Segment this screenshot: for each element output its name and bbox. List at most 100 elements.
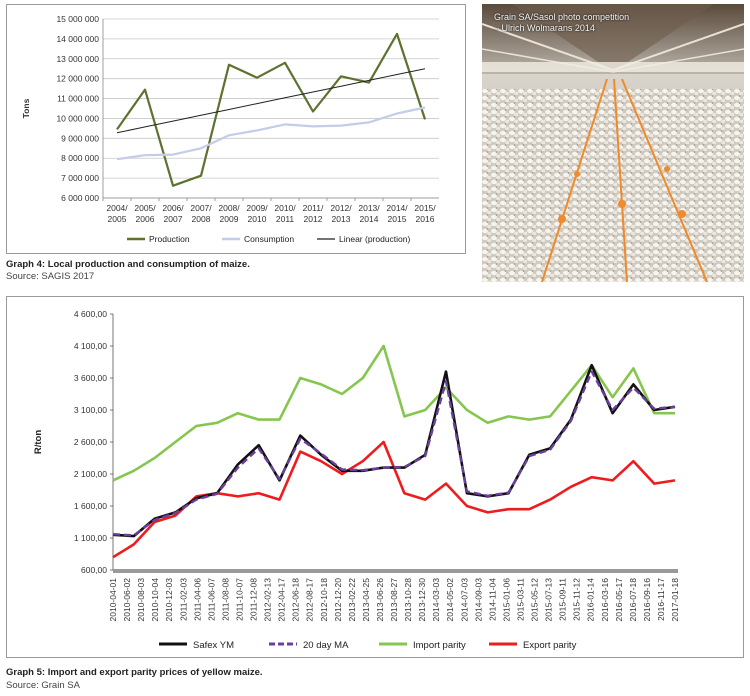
- graph5-x-tick-label: 2011-02-03: [178, 578, 188, 621]
- graph4-series-line-1: [116, 106, 426, 161]
- graph4-x-tick-label: 2008/: [218, 203, 240, 213]
- graph5-x-tick-label: 2014-03-03: [431, 578, 441, 622]
- graph5-y-tick-label: 1 100,00: [74, 533, 107, 543]
- graph4-y-tick-label: 15 000 000: [56, 14, 99, 24]
- graph5-x-tick-label: 2011-12-08: [249, 578, 259, 621]
- graph4-x-tick-label: 2006/: [162, 203, 184, 213]
- graph5-x-tick-label: 2015-03-11: [516, 578, 526, 621]
- photo-credit: Grain SA/Sasol photo competition – Ulric…: [494, 12, 629, 34]
- graph4-x-tick-label: 2013/: [358, 203, 380, 213]
- graph4-y-tick-label: 8 000 000: [61, 153, 99, 163]
- graph4-y-tick-label: 12 000 000: [56, 74, 99, 84]
- graph4-x-tick-label: 2015/: [414, 203, 436, 213]
- graph5-chart: 600,00 1 100,00 1 600,00 2 100,00 2 600,00 3 …: [6, 296, 744, 658]
- graph5-x-tick-label: 2010-04-01: [108, 578, 118, 622]
- graph5-legend-label: Export parity: [523, 640, 577, 651]
- graph5-x-tick-label: 2013-12-30: [417, 578, 427, 622]
- graph4-x-tick-label: 2004/: [106, 203, 128, 213]
- graph4-caption: Graph 4: Local production and consumptio…: [6, 259, 250, 270]
- graph5-y-tick-label: 2 600,00: [74, 437, 107, 447]
- graph5-x-tick-label: 2012-06-18: [291, 578, 301, 622]
- graph4-x-tick-label: 2011: [276, 214, 295, 224]
- graph5-x-tick-label: 2017-01-18: [670, 578, 680, 622]
- graph4-x-tick-label: 2008: [192, 214, 211, 224]
- graph4-x-tick-label: 2007/: [190, 203, 212, 213]
- graph5-x-tick-label: 2016-07-18: [628, 578, 638, 622]
- graph4-x-tick-label: 2009: [220, 214, 239, 224]
- graph5-y-tick-label: 2 100,00: [74, 469, 107, 479]
- graph5-series-line-2: [112, 344, 675, 482]
- graph4-x-tick-label: 2012/: [330, 203, 352, 213]
- graph4-series-line-2: [116, 68, 426, 134]
- graph5-x-tick-label: 2013-06-26: [375, 578, 385, 622]
- graph5-x-tick-label: 2016-01-14: [586, 578, 596, 622]
- graph5-x-tick-label: 2015-09-11: [558, 578, 568, 621]
- graph4-y-tick-label: 11 000 000: [57, 94, 99, 104]
- graph5-x-tick-label: 2011-08-08: [220, 578, 230, 621]
- graph5-x-tick-label: 2014-09-03: [473, 578, 483, 622]
- graph4-x-tick-label: 2005: [108, 214, 127, 224]
- graph5-x-tick-label: 2011-04-06: [192, 578, 202, 621]
- graph4-legend-label: Consumption: [244, 234, 294, 244]
- graph4-x-tick-label: 2010/: [274, 203, 296, 213]
- graph4-legend-label: Production: [149, 234, 190, 244]
- photo-credit-line2: – Ulrich Wolmarans 2014: [494, 23, 595, 33]
- graph4-x-tick-label: 2007: [164, 214, 183, 224]
- graph5-x-tick-label: 2012-12-20: [333, 578, 343, 622]
- graph5-legend-label: 20 day MA: [303, 640, 349, 651]
- graph4-x-tick-label: 2016: [416, 214, 435, 224]
- graph5-series-line-0: [112, 363, 676, 538]
- graph4-y-axis-label: Tons: [21, 98, 31, 118]
- graph4-x-tick-label: 2015: [388, 214, 407, 224]
- graph4-y-tick-label: 6 000 000: [61, 193, 99, 203]
- graph5-x-tick-label: 2011-10-07: [234, 578, 244, 621]
- graph5-x-tick-label: 2010-12-03: [164, 578, 174, 622]
- graph5-x-tick-label: 2011-06-07: [206, 578, 216, 621]
- graph5-x-tick-label: 2015-01-06: [501, 578, 511, 622]
- graph4-x-tick-label: 2011/: [303, 203, 324, 213]
- graph5-y-axis-label: R/ton: [33, 430, 44, 454]
- graph5-y-tick-label: 4 600,00: [74, 309, 107, 319]
- graph5-x-tick-label: 2010-06-02: [122, 578, 132, 622]
- graph5-x-tick-label: 2012-08-17: [305, 578, 315, 622]
- graph5-x-tick-label: 2015-05-12: [530, 578, 540, 622]
- graph4-x-tick-label: 2014: [360, 214, 379, 224]
- graph5-x-tick-label: 2016-09-16: [642, 578, 652, 622]
- graph5-x-tick-label: 2010-10-04: [150, 578, 160, 622]
- graph5-legend-label: Safex YM: [193, 640, 234, 651]
- graph5-x-tick-label: 2012-10-18: [319, 578, 329, 622]
- graph5-x-tick-label: 2016-03-16: [600, 578, 610, 622]
- graph4-y-tick-label: 14 000 000: [56, 34, 99, 44]
- graph4-y-tick-label: 13 000 000: [56, 54, 99, 64]
- graph5-x-axis: [113, 569, 678, 573]
- graph4-x-tick-label: 2013: [332, 214, 351, 224]
- graph5-y-tick-label: 3 100,00: [74, 405, 107, 415]
- graph4-x-tick-label: 2006: [136, 214, 155, 224]
- graph4-legend-label: Linear (production): [339, 234, 411, 244]
- graph5-y-tick-label: 4 100,00: [74, 341, 107, 351]
- graph5-x-tick-label: 2013-04-25: [361, 578, 371, 622]
- graph5-x-tick-label: 2014-07-03: [459, 578, 469, 622]
- graph4-svg: 6 000 000 7 000 000 8 000 000 9 000 000 10 0…: [21, 14, 439, 244]
- graph5-x-tick-label: 2014-11-04: [487, 578, 497, 621]
- graph5-x-tick-label: 2015-11-12: [572, 578, 582, 621]
- graph4-source: Source: SAGIS 2017: [6, 271, 95, 282]
- photo-credit-line1: Grain SA/Sasol photo competition: [494, 12, 630, 22]
- graph5-legend-label: Import parity: [413, 640, 466, 651]
- graph5-x-tick-label: 2012-04-17: [277, 578, 287, 622]
- graph4-y-tick-label: 10 000 000: [56, 113, 99, 123]
- graph5-source: Source: Grain SA: [6, 680, 80, 691]
- graph5-x-tick-label: 2010-08-03: [136, 578, 146, 622]
- graph5-svg: 600,00 1 100,00 1 600,00 2 100,00 2 600,00 3 …: [33, 309, 680, 651]
- graph4-x-tick-label: 2010: [248, 214, 267, 224]
- graph5-x-tick-label: 2014-05-02: [445, 578, 455, 622]
- graph5-x-tick-label: 2016-11-17: [656, 578, 666, 621]
- graph5-x-tick-label: 2013-10-28: [403, 578, 413, 622]
- graph5-series-line-1: [112, 370, 676, 537]
- broiler-house-photo: Grain SA/Sasol photo competition – Ulric…: [482, 4, 744, 282]
- graph4-y-tick-label: 9 000 000: [61, 133, 99, 143]
- graph4-chart: 6 000 000 7 000 000 8 000 000 9 000 000 10 0…: [6, 4, 466, 254]
- graph5-y-tick-label: 1 600,00: [74, 501, 107, 511]
- graph4-series-line-0: [116, 32, 427, 187]
- graph4-x-tick-label: 2005/: [134, 203, 156, 213]
